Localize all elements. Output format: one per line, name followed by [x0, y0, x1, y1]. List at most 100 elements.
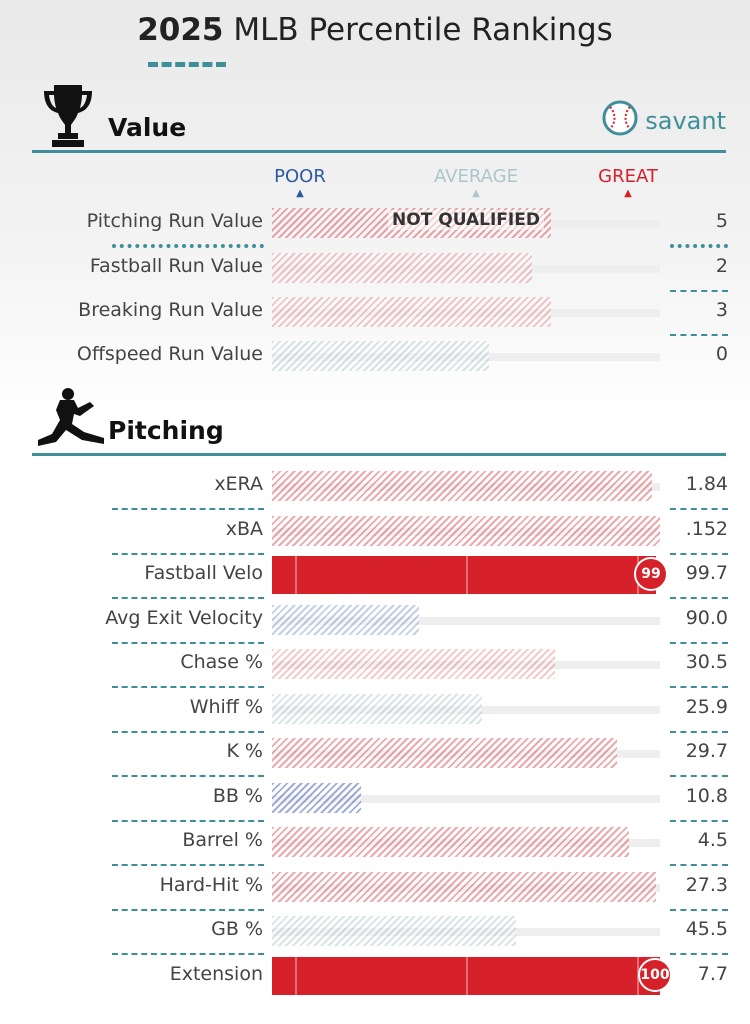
percentile-bar	[272, 957, 660, 995]
pitching-row[interactable]: Hard-Hit % 27.3	[0, 864, 750, 909]
row-divider	[670, 864, 728, 866]
row-divider	[670, 597, 728, 599]
value-section-title: Value	[108, 113, 187, 142]
not-qualified-text: NOT QUALIFIED	[388, 210, 544, 230]
metric-value: 29.7	[685, 740, 728, 762]
metric-value: 10.8	[685, 785, 728, 807]
metric-value: 90.0	[685, 607, 728, 629]
percentile-bar	[272, 297, 551, 327]
row-divider	[112, 731, 264, 733]
percentile-badge: 100	[638, 958, 672, 992]
triangle-up-icon: ▲	[624, 188, 632, 199]
metric-value: 99.7	[685, 562, 728, 584]
metric-label: Pitching Run Value	[86, 210, 263, 232]
pitching-row[interactable]: xBA .152	[0, 508, 750, 553]
triangle-up-icon: ▲	[296, 188, 304, 199]
metric-label: Offspeed Run Value	[76, 343, 263, 365]
metric-value: 45.5	[685, 918, 728, 940]
savant-logo[interactable]: savant	[601, 99, 726, 142]
row-divider	[670, 731, 728, 733]
percentile-track	[272, 839, 660, 847]
metric-label: Barrel %	[182, 829, 263, 851]
pitching-row[interactable]: xERA 1.84	[0, 463, 750, 508]
scale-average: AVERAGE ▲	[426, 166, 526, 199]
row-divider	[670, 290, 728, 292]
scale-average-text: AVERAGE	[434, 166, 518, 187]
percentile-bar	[272, 556, 656, 594]
percentile-bar	[272, 649, 555, 679]
row-divider	[670, 553, 728, 555]
row-divider	[112, 244, 264, 248]
scale-poor-text: POOR	[274, 166, 326, 187]
metric-value: 2	[715, 255, 728, 277]
row-divider	[112, 642, 264, 644]
metric-label: xBA	[225, 518, 263, 540]
metric-value: 0	[715, 343, 728, 365]
metric-value: 4.5	[697, 829, 728, 851]
row-divider	[112, 953, 264, 955]
pitching-row[interactable]: Fastball Velo 99.7 99	[0, 552, 750, 597]
row-divider	[112, 909, 264, 911]
row-divider	[112, 820, 264, 822]
bar-tick	[295, 556, 297, 594]
metric-value: 7.7	[697, 963, 728, 985]
row-divider	[112, 864, 264, 866]
pitching-row[interactable]: GB % 45.5	[0, 908, 750, 953]
percentile-bar	[272, 341, 489, 371]
metric-label: Breaking Run Value	[78, 299, 263, 321]
bar-tick	[466, 556, 468, 594]
pitching-row[interactable]: Whiff % 25.9	[0, 686, 750, 731]
percentile-bar	[272, 916, 516, 946]
row-divider	[112, 553, 264, 555]
pitching-section-header: Pitching	[32, 388, 726, 456]
metric-value: 30.5	[685, 651, 728, 673]
row-divider	[112, 508, 264, 510]
percentile-track	[272, 928, 660, 936]
title-underline	[148, 62, 226, 67]
metric-label: Fastball Run Value	[89, 255, 263, 277]
pitching-row[interactable]: Avg Exit Velocity 90.0	[0, 597, 750, 642]
percentile-bar	[272, 738, 617, 768]
percentile-bar	[272, 471, 652, 501]
percentile-bar	[272, 605, 419, 635]
percentile-track	[272, 309, 660, 317]
percentile-track	[272, 661, 660, 669]
percentile-bar	[272, 872, 656, 902]
metric-label: xERA	[214, 473, 263, 495]
not-qualified-label: NOT QUALIFIED	[272, 210, 660, 230]
metric-label: GB %	[211, 918, 263, 940]
value-row[interactable]: Offspeed Run Value 0	[0, 333, 750, 378]
row-divider	[112, 775, 264, 777]
pitcher-silhouette-icon	[34, 386, 108, 455]
value-row[interactable]: Fastball Run Value 2	[0, 245, 750, 290]
row-divider	[670, 334, 728, 336]
percentile-badge: 99	[634, 557, 668, 591]
value-row[interactable]: Breaking Run Value 3	[0, 289, 750, 334]
percentile-track	[272, 750, 660, 758]
metric-value: 3	[715, 299, 728, 321]
percentile-bar	[272, 253, 532, 283]
percentile-track	[272, 884, 660, 892]
pitching-row[interactable]: Extension 7.7 100	[0, 953, 750, 998]
scale-great: GREAT ▲	[578, 166, 678, 199]
percentile-bar	[272, 827, 629, 857]
percentile-bar	[272, 783, 361, 813]
pitching-row[interactable]: K % 29.7	[0, 730, 750, 775]
row-divider	[670, 642, 728, 644]
percentile-track	[272, 353, 660, 361]
pitching-row[interactable]: BB % 10.8	[0, 775, 750, 820]
metric-value: 5	[715, 210, 728, 232]
percentile-track	[272, 483, 660, 491]
pitching-row[interactable]: Chase % 30.5	[0, 641, 750, 686]
row-divider	[670, 508, 728, 510]
title-year: 2025	[137, 12, 224, 48]
pitching-section-title: Pitching	[108, 416, 224, 445]
row-divider	[670, 820, 728, 822]
value-row[interactable]: Pitching Run Value NOT QUALIFIED 5	[0, 200, 750, 245]
metric-value: .152	[685, 518, 728, 540]
metric-label: K %	[226, 740, 263, 762]
page-title: 2025 MLB Percentile Rankings	[0, 12, 750, 48]
pitching-row[interactable]: Barrel % 4.5	[0, 819, 750, 864]
row-divider	[112, 597, 264, 599]
row-divider	[670, 686, 728, 688]
